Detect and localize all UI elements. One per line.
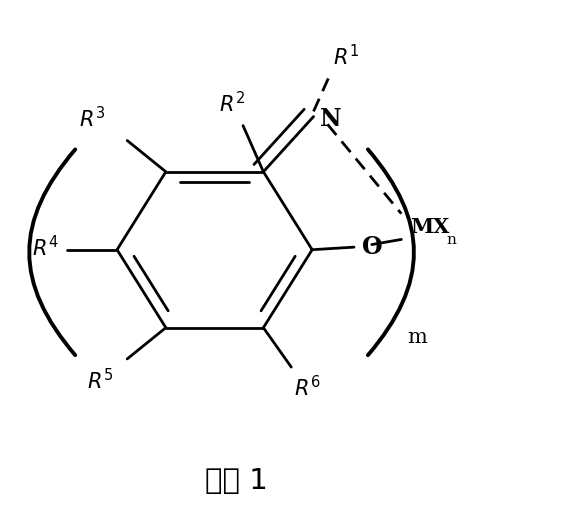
Text: N: N	[320, 107, 342, 131]
Text: O: O	[363, 235, 383, 259]
Text: $R^3$: $R^3$	[79, 106, 105, 131]
Text: $R^4$: $R^4$	[32, 235, 59, 259]
Text: $R^5$: $R^5$	[87, 368, 113, 393]
Text: MX: MX	[410, 216, 449, 237]
Text: $R^1$: $R^1$	[333, 44, 359, 69]
Text: $R^2$: $R^2$	[219, 91, 245, 116]
Text: m: m	[407, 328, 427, 347]
Text: $R^6$: $R^6$	[294, 375, 320, 400]
Text: 通式 1: 通式 1	[205, 467, 269, 495]
Text: n: n	[446, 233, 457, 248]
